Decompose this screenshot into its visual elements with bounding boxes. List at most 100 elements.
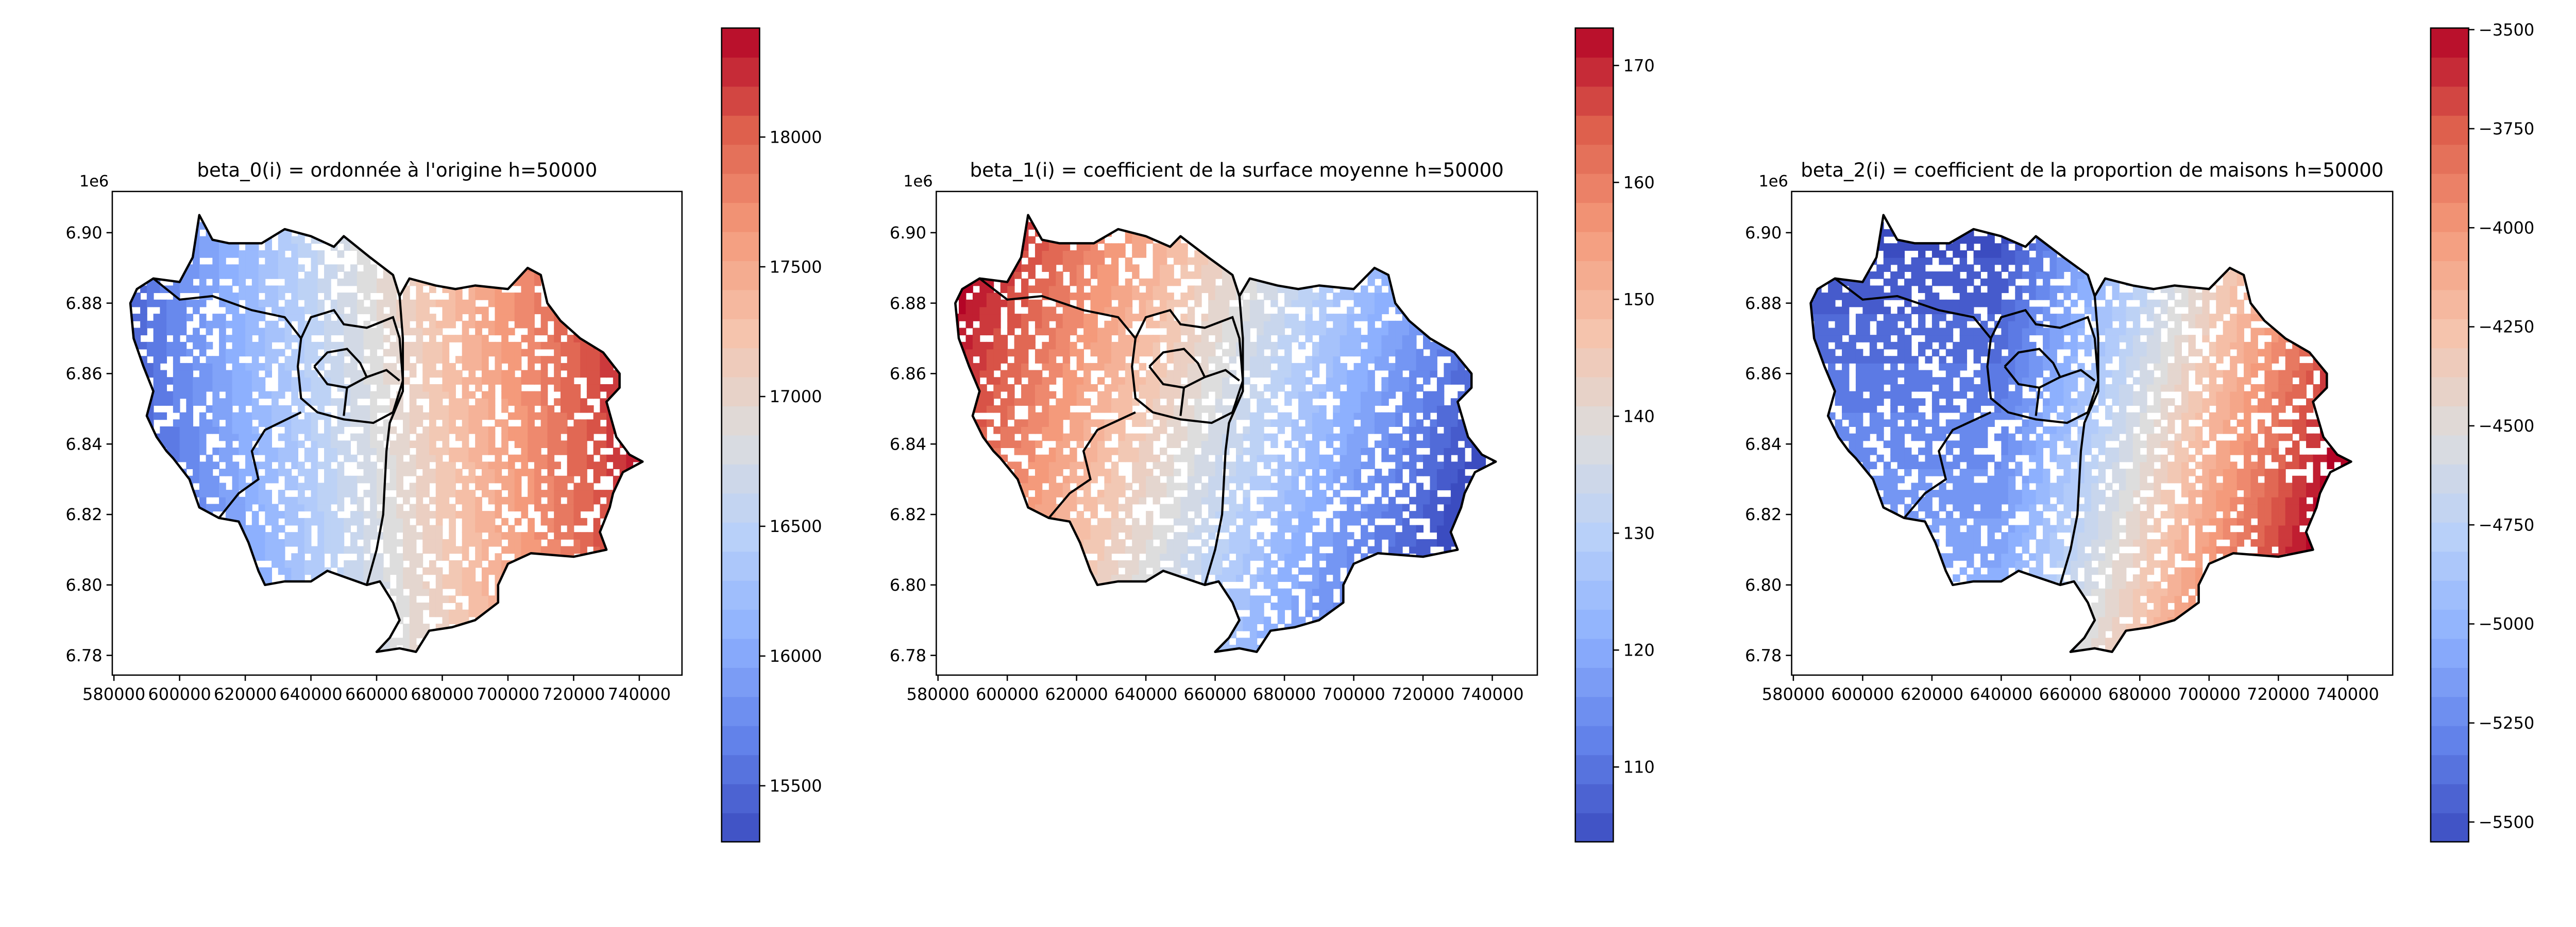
map-cell <box>324 630 331 639</box>
map-cell <box>1062 475 1071 484</box>
map-cell <box>600 454 607 462</box>
map-cell <box>986 483 994 491</box>
map-cell <box>606 229 614 237</box>
map-cell <box>140 595 147 603</box>
map-cell <box>160 581 167 589</box>
map-cell <box>979 624 987 631</box>
map-cell <box>468 320 476 329</box>
map-cell <box>173 511 180 519</box>
map-cell <box>311 546 318 554</box>
map-cell <box>573 511 581 519</box>
map-cell <box>416 461 423 470</box>
map-cell <box>429 320 436 329</box>
map-cell <box>507 314 515 321</box>
map-cell <box>462 454 469 462</box>
map-cell <box>986 356 994 364</box>
map-cell <box>199 496 207 505</box>
map-cell <box>554 440 561 449</box>
map-cell <box>311 293 318 300</box>
map-cell <box>245 609 252 617</box>
map-cell <box>383 405 391 413</box>
map-cell <box>979 448 987 455</box>
map-cell <box>146 638 154 646</box>
map-cell <box>1083 257 1091 265</box>
map-cell <box>449 335 456 342</box>
map-cell <box>344 341 351 350</box>
map-cell <box>573 532 581 540</box>
map-cell <box>501 222 509 230</box>
map-cell <box>304 384 312 392</box>
map-cell <box>481 215 489 216</box>
map-cell <box>481 370 489 378</box>
map-cell <box>278 595 285 603</box>
map-cell <box>272 398 279 406</box>
map-cell <box>501 320 509 329</box>
map-cell <box>449 320 456 329</box>
map-cell <box>442 461 450 470</box>
map-cell <box>1070 448 1077 455</box>
map-cell <box>265 448 273 455</box>
map-cell <box>370 299 377 307</box>
map-cell <box>586 356 594 364</box>
map-cell <box>540 461 548 470</box>
map-cell <box>1035 328 1043 336</box>
map-cell <box>298 496 305 505</box>
map-cell <box>376 448 384 455</box>
map-cell <box>344 314 351 321</box>
map-cell <box>245 271 252 279</box>
map-cell <box>206 250 213 258</box>
map-cell <box>383 391 391 399</box>
map-cell <box>455 335 463 342</box>
map-cell <box>514 314 522 321</box>
map-cell <box>409 560 417 568</box>
map-cell <box>600 461 607 470</box>
map-cell <box>1076 250 1084 258</box>
map-cell <box>389 454 397 462</box>
map-cell <box>409 539 417 547</box>
map-cell <box>376 222 384 230</box>
map-cell <box>1090 384 1098 392</box>
map-cell <box>311 341 318 350</box>
map-cell <box>560 293 568 300</box>
map-cell <box>402 448 410 455</box>
map-cell <box>1035 567 1043 575</box>
map-cell <box>639 299 643 307</box>
map-cell <box>586 320 594 329</box>
map-cell <box>639 398 643 406</box>
map-cell <box>153 490 161 497</box>
map-cell <box>455 215 463 216</box>
map-cell <box>442 496 450 505</box>
map-cell <box>580 293 587 300</box>
map-cell <box>593 243 601 251</box>
map-cell <box>409 588 417 596</box>
map-cell <box>153 595 161 603</box>
map-cell <box>1083 215 1091 216</box>
map-cell <box>965 306 973 315</box>
map-cell <box>133 222 141 230</box>
map-cell <box>1056 433 1063 441</box>
map-cell <box>1048 461 1057 470</box>
map-cell <box>232 341 240 350</box>
map-cell <box>468 391 476 399</box>
map-cell <box>232 243 240 251</box>
map-cell <box>396 454 403 462</box>
map-cell <box>133 412 141 420</box>
map-cell <box>955 475 959 484</box>
map-cell <box>560 532 568 540</box>
map-cell <box>284 236 292 244</box>
map-cell <box>186 398 194 406</box>
map-cell <box>160 320 167 329</box>
map-cell <box>626 560 634 568</box>
map-cell <box>619 412 627 420</box>
map-cell <box>272 299 279 307</box>
map-cell <box>1021 356 1029 364</box>
map-cell <box>1056 539 1063 547</box>
map-cell <box>311 518 318 526</box>
map-cell <box>1056 341 1063 350</box>
map-cell <box>1048 581 1057 589</box>
map-cell <box>435 490 443 497</box>
map-cell <box>633 349 640 357</box>
map-cell <box>179 229 187 237</box>
map-cell <box>979 454 987 462</box>
map-cell <box>1042 328 1049 336</box>
